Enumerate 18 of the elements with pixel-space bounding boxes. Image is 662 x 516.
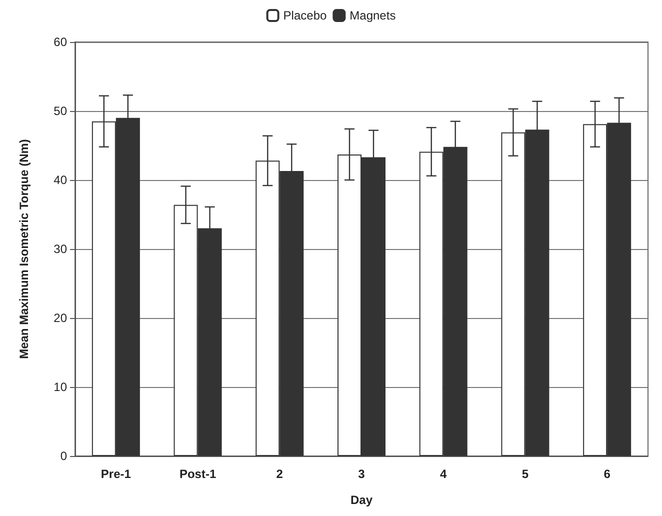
x-axis-title: Day: [350, 493, 373, 507]
y-axis-title: Mean Maximum Isometric Torque (Nm): [17, 139, 31, 359]
y-tick-label: 10: [54, 380, 68, 394]
x-tick-label: 2: [276, 467, 284, 481]
x-tick-label: 4: [440, 467, 448, 481]
legend-label: Magnets: [350, 8, 396, 22]
legend-label: Placebo: [283, 8, 327, 22]
x-tick-label: 6: [604, 467, 611, 481]
y-tick-label: 40: [54, 173, 68, 187]
y-tick-label: 20: [54, 311, 68, 325]
y-tick-label: 60: [54, 35, 68, 49]
y-tick-label: 30: [54, 242, 68, 256]
x-tick-label: 3: [358, 467, 366, 481]
y-tick-label: 0: [60, 449, 68, 463]
x-tick-label: 5: [522, 467, 529, 481]
x-tick-label: Pre-1: [100, 467, 132, 481]
x-tick-label: Post-1: [179, 467, 216, 481]
y-tick-label: 50: [54, 104, 68, 118]
